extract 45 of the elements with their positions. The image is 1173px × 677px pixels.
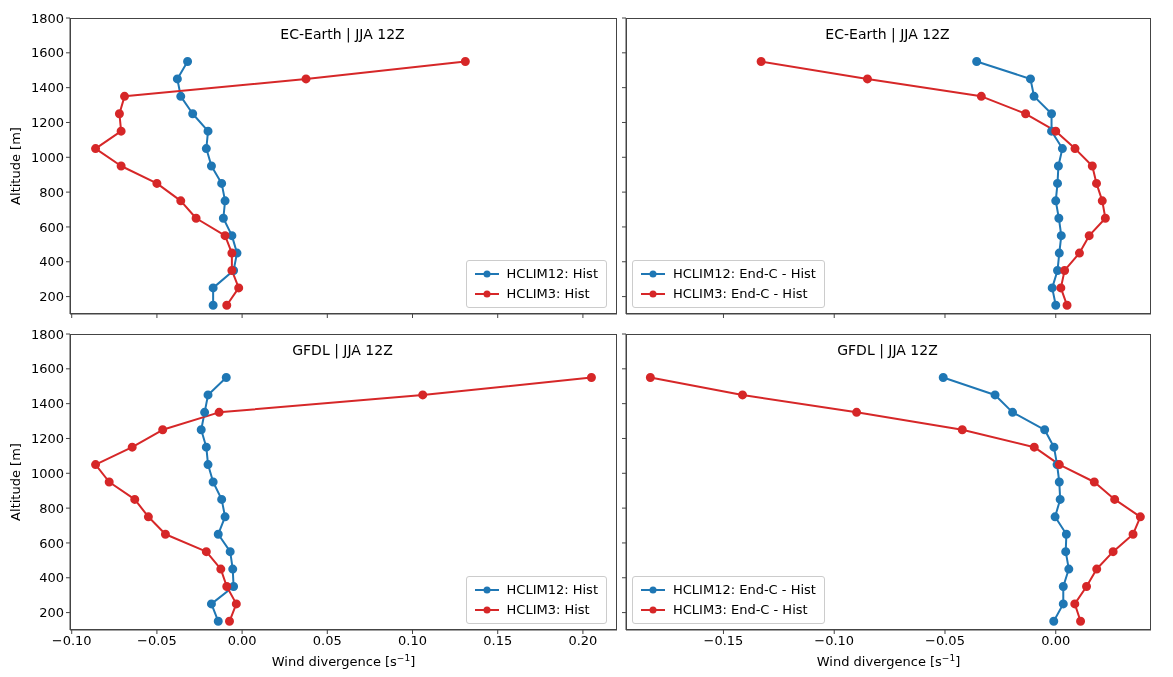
y-tick-label: 200 bbox=[39, 289, 64, 305]
text: GFDL | JJA 12Z bbox=[836, 342, 939, 358]
y-tick-label: 1600 bbox=[30, 45, 64, 61]
legend-label: HCLIM12: End-C - Hist bbox=[673, 581, 816, 599]
y-tick-label: 1800 bbox=[30, 10, 64, 26]
legend-label: HCLIM12: Hist bbox=[506, 581, 598, 599]
x-tick-label: 0.05 bbox=[312, 633, 342, 649]
legend-label: HCLIM3: End-C - Hist bbox=[673, 285, 808, 303]
x-tick-label: 0.10 bbox=[398, 633, 427, 649]
text: EC-Earth | JJA 12Z bbox=[279, 26, 406, 42]
legend-label: HCLIM3: Hist bbox=[506, 285, 590, 303]
y-axis-title: Altitude [m] bbox=[8, 443, 23, 521]
y-tick-label: 1800 bbox=[30, 326, 64, 342]
x-tick-label: −0.05 bbox=[925, 633, 965, 649]
x-tick-label: 0.00 bbox=[1041, 633, 1071, 649]
text: EC-Earth | JJA 12Z bbox=[824, 26, 951, 42]
y-tick-label: 600 bbox=[39, 535, 64, 551]
x-tick-label: −0.10 bbox=[51, 633, 92, 649]
legend-label: HCLIM12: End-C - Hist bbox=[673, 265, 816, 283]
y-axis-title: Altitude [m] bbox=[8, 127, 23, 205]
y-tick-label: 1000 bbox=[30, 149, 64, 165]
y-tick-label: 1200 bbox=[30, 431, 64, 447]
y-tick-label: 400 bbox=[39, 570, 64, 586]
y-tick-label: 600 bbox=[39, 219, 64, 235]
legend-label: HCLIM3: End-C - Hist bbox=[673, 601, 808, 619]
text: GFDL | JJA 12Z bbox=[291, 342, 394, 358]
y-tick-label: 800 bbox=[39, 500, 64, 516]
y-tick-label: 1400 bbox=[30, 80, 64, 96]
x-tick-label: −0.15 bbox=[703, 633, 744, 649]
y-tick-label: 1200 bbox=[30, 115, 64, 131]
x-tick-label: 0.20 bbox=[568, 633, 598, 649]
x-tick-label: −0.05 bbox=[136, 633, 177, 649]
y-tick-label: 1000 bbox=[30, 465, 64, 481]
y-tick-label: 1400 bbox=[30, 396, 64, 412]
x-axis-title: Wind divergence [s$^{−1}$] bbox=[271, 653, 416, 669]
y-tick-label: 400 bbox=[39, 254, 64, 270]
legend-label: HCLIM12: Hist bbox=[506, 265, 598, 283]
x-tick-label: −0.10 bbox=[814, 633, 855, 649]
x-axis-title: Wind divergence [s$^{−1}$] bbox=[816, 653, 961, 669]
x-tick-label: 0.15 bbox=[483, 633, 513, 649]
y-tick-label: 800 bbox=[39, 184, 64, 200]
y-tick-label: 1600 bbox=[30, 361, 64, 377]
legend-label: HCLIM3: Hist bbox=[506, 601, 590, 619]
y-tick-label: 200 bbox=[39, 605, 64, 621]
x-tick-label: 0.00 bbox=[227, 633, 257, 649]
